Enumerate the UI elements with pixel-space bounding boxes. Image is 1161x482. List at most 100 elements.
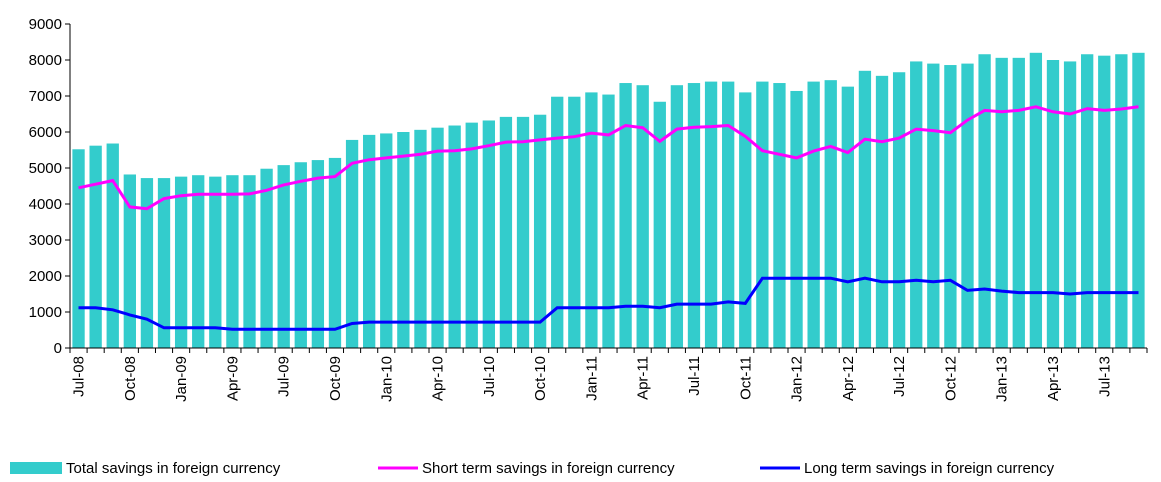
bar xyxy=(294,162,307,348)
bar xyxy=(499,116,513,348)
x-tick-label: Jul-12 xyxy=(891,356,908,397)
bar xyxy=(311,160,325,348)
bar xyxy=(243,175,256,348)
bar xyxy=(722,81,735,348)
x-tick-label: Jan-10 xyxy=(378,356,395,402)
bar xyxy=(875,75,889,348)
y-tick-label: 8000 xyxy=(29,52,62,69)
x-tick-label: Apr-13 xyxy=(1045,356,1062,401)
bar xyxy=(465,122,478,348)
bar xyxy=(892,72,906,349)
legend-label: Total savings in foreign currency xyxy=(66,460,281,477)
bar xyxy=(1063,61,1077,348)
bar xyxy=(1012,57,1025,349)
bar xyxy=(636,85,649,348)
bar xyxy=(157,178,171,348)
x-tick-label: Apr-09 xyxy=(224,356,241,401)
x-tick-label: Jul-08 xyxy=(71,356,88,397)
x-tick-label: Jan-11 xyxy=(583,356,600,401)
y-tick-label: 2000 xyxy=(29,268,62,285)
x-tick-label: Jan-09 xyxy=(173,356,190,402)
x-tick-label: Jan-12 xyxy=(789,356,806,402)
bar xyxy=(414,129,427,348)
bar xyxy=(1029,52,1043,349)
bar xyxy=(824,80,837,348)
x-tick-label: Apr-10 xyxy=(430,356,447,401)
bar xyxy=(192,175,205,348)
x-tick-label: Jul-09 xyxy=(276,356,293,397)
x-tick-label: Apr-11 xyxy=(635,356,652,400)
bar xyxy=(209,176,222,348)
bar xyxy=(585,92,598,349)
bar xyxy=(1098,55,1111,349)
bar xyxy=(653,101,666,348)
bar xyxy=(72,149,85,348)
x-tick-label: Oct-12 xyxy=(942,356,959,401)
bar xyxy=(140,178,154,348)
bar xyxy=(345,139,359,348)
bar xyxy=(841,86,854,348)
y-tick-label: 3000 xyxy=(29,232,62,249)
bar xyxy=(533,114,547,348)
bar xyxy=(739,92,752,349)
bar xyxy=(106,143,119,348)
bar xyxy=(807,81,820,348)
y-tick-label: 4000 xyxy=(29,196,62,213)
bar xyxy=(397,132,410,348)
legend-swatch xyxy=(10,462,62,474)
legend-label: Long term savings in foreign currency xyxy=(804,460,1055,477)
line-series xyxy=(78,105,1139,211)
bar xyxy=(516,116,530,348)
y-tick-label: 7000 xyxy=(29,88,62,105)
bar xyxy=(704,81,718,348)
x-tick-label: Jan-13 xyxy=(994,356,1011,402)
bar xyxy=(380,133,393,348)
bar xyxy=(687,83,701,348)
bar xyxy=(995,57,1008,349)
bar xyxy=(910,61,923,348)
bar xyxy=(602,94,615,348)
x-tick-label: Oct-10 xyxy=(532,356,549,401)
bar xyxy=(858,70,872,349)
legend-label: Short term savings in foreign currency xyxy=(422,460,675,477)
bar xyxy=(944,65,957,348)
bar xyxy=(448,125,461,349)
x-tick-label: Jul-11 xyxy=(686,356,703,396)
bar xyxy=(773,83,786,348)
line-series xyxy=(78,276,1139,331)
bar xyxy=(670,85,684,348)
x-tick-label: Oct-09 xyxy=(327,356,344,401)
bar xyxy=(431,127,444,349)
bar xyxy=(123,174,136,348)
bar xyxy=(1081,54,1094,349)
bar xyxy=(1115,54,1128,349)
bar xyxy=(260,168,273,348)
x-tick-label: Oct-11 xyxy=(737,356,754,400)
x-tick-label: Apr-12 xyxy=(840,356,857,401)
bar xyxy=(89,145,102,348)
y-tick-label: 0 xyxy=(54,340,62,357)
bar xyxy=(961,63,974,348)
bar xyxy=(1132,52,1145,349)
bar xyxy=(551,96,564,348)
x-tick-label: Jul-10 xyxy=(481,356,498,397)
x-tick-label: Oct-08 xyxy=(122,356,139,401)
bar xyxy=(226,175,239,348)
bar xyxy=(363,134,376,348)
y-tick-label: 1000 xyxy=(29,304,62,321)
bar xyxy=(1046,60,1060,348)
x-tick-label: Jul-13 xyxy=(1096,356,1113,397)
bar xyxy=(619,83,632,348)
bar xyxy=(790,90,803,349)
bar xyxy=(756,81,769,348)
bar xyxy=(978,54,991,349)
bar xyxy=(277,165,290,348)
y-tick-label: 5000 xyxy=(29,160,62,177)
bar xyxy=(328,157,342,348)
bar xyxy=(174,176,188,348)
bar xyxy=(482,120,495,348)
y-tick-label: 6000 xyxy=(29,124,62,141)
bar xyxy=(568,96,581,348)
y-tick-label: 9000 xyxy=(29,16,62,33)
